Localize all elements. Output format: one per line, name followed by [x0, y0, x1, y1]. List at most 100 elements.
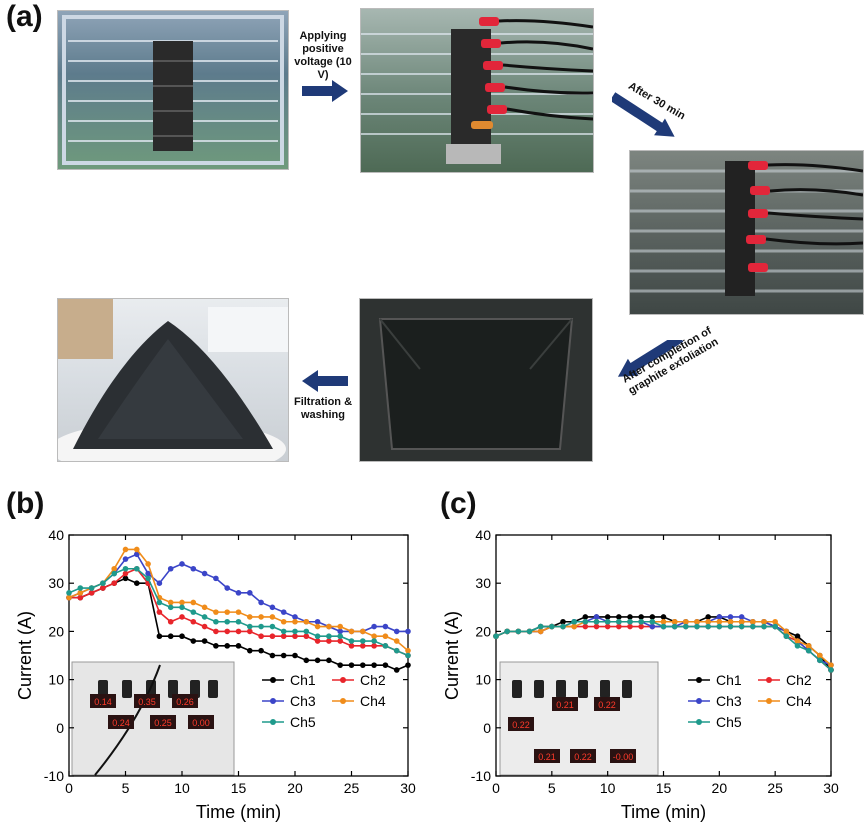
data-point-ch5	[371, 638, 377, 644]
data-point-ch2	[750, 623, 756, 630]
readout-display	[508, 717, 534, 731]
readout-value: 0.25	[154, 718, 172, 728]
data-point-ch4	[571, 623, 577, 630]
data-point-ch4	[694, 618, 700, 625]
data-point-ch1	[571, 618, 577, 625]
data-point-ch1	[649, 614, 656, 620]
data-point-ch4	[360, 628, 366, 635]
data-point-ch3	[235, 590, 242, 596]
readout-value: 0.21	[538, 752, 556, 762]
data-point-ch2	[783, 633, 790, 640]
data-point-ch1	[560, 618, 566, 625]
data-point-ch3	[88, 585, 95, 591]
data-point-ch4	[314, 623, 321, 630]
data-point-ch2	[705, 623, 711, 630]
data-point-ch5	[393, 647, 400, 654]
data-point-ch5	[794, 643, 801, 649]
data-point-ch4	[727, 618, 734, 625]
photo-after-30-min	[629, 150, 864, 315]
data-point-ch2	[694, 623, 700, 630]
data-point-ch2	[549, 623, 555, 630]
data-point-ch5	[549, 623, 555, 630]
data-point-ch1	[604, 614, 611, 620]
data-point-ch5	[504, 628, 510, 635]
data-point-ch5	[805, 647, 812, 654]
data-point-ch4	[100, 580, 106, 586]
data-point-ch1	[337, 662, 344, 668]
data-point-ch4	[292, 618, 298, 625]
data-point-ch3	[627, 618, 633, 625]
data-point-ch1	[671, 618, 678, 625]
data-point-ch4	[393, 638, 400, 644]
data-point-ch4	[134, 546, 140, 553]
data-point-ch2	[638, 623, 644, 630]
data-point-ch2	[292, 633, 298, 640]
data-point-ch2	[348, 643, 355, 649]
data-point-ch2	[616, 623, 622, 630]
data-point-ch5	[649, 618, 656, 625]
chart-c-inset: 0.22 0.21 0.22 0.21 0.22 -0.00	[499, 661, 659, 776]
data-point-ch5	[571, 618, 577, 625]
data-point-ch4	[638, 618, 644, 625]
data-point-ch3	[705, 618, 711, 625]
data-point-ch5	[201, 614, 208, 620]
data-point-ch4	[156, 594, 163, 601]
data-point-ch1	[805, 643, 812, 649]
data-point-ch3	[213, 575, 219, 582]
data-point-ch3	[292, 614, 298, 620]
data-point-ch5	[292, 628, 298, 635]
arrow-left-icon	[302, 370, 348, 392]
readout-display	[534, 749, 560, 763]
data-point-ch1	[190, 638, 197, 644]
data-point-ch2	[382, 643, 389, 649]
series-line-ch5	[68, 567, 409, 657]
data-point-ch2	[269, 633, 276, 640]
data-point-ch1	[660, 614, 667, 620]
data-point-ch2	[280, 633, 287, 640]
data-point-ch2	[593, 623, 600, 630]
data-point-ch5	[66, 590, 72, 596]
data-point-ch1	[794, 633, 801, 640]
data-point-ch5	[179, 604, 185, 611]
data-point-ch1	[393, 667, 400, 673]
data-point-ch2	[571, 623, 577, 630]
data-point-ch2	[337, 638, 344, 644]
data-point-ch4	[337, 623, 344, 630]
data-point-ch4	[627, 618, 633, 625]
data-point-ch1	[100, 585, 106, 591]
data-point-ch4	[348, 628, 355, 635]
data-point-ch3	[156, 580, 163, 586]
legend-label: Ch4	[786, 693, 812, 709]
series-line-ch2	[495, 625, 832, 671]
data-point-ch1	[348, 662, 355, 668]
data-point-ch5	[694, 623, 700, 630]
data-point-ch4	[77, 590, 84, 596]
data-point-ch2	[761, 623, 767, 630]
data-point-ch4	[66, 594, 72, 601]
data-point-ch3	[314, 618, 321, 625]
data-point-ch3	[134, 551, 140, 558]
data-point-ch5	[593, 618, 600, 625]
data-point-ch4	[738, 618, 745, 625]
data-point-ch3	[167, 565, 174, 572]
data-point-ch5	[167, 604, 174, 611]
legend-marker	[270, 677, 276, 683]
arrow-diagonal-down-icon	[612, 92, 675, 137]
panel-label-c: (c)	[440, 487, 477, 520]
data-point-ch2	[201, 623, 208, 630]
data-point-ch2	[190, 618, 197, 625]
data-point-ch5	[235, 618, 242, 625]
legend-marker	[766, 677, 772, 683]
data-point-ch4	[303, 618, 310, 625]
data-point-ch3	[405, 628, 411, 635]
data-point-ch5	[716, 623, 723, 630]
series-line-ch4	[68, 548, 409, 652]
data-point-ch3	[761, 618, 767, 625]
data-point-ch5	[213, 618, 219, 625]
data-point-ch5	[683, 623, 689, 630]
data-point-ch3	[77, 590, 84, 596]
y-tick-label: 10	[48, 672, 64, 688]
x-tick-label: 5	[548, 780, 556, 796]
data-point-ch2	[213, 628, 219, 635]
readout-display	[150, 715, 176, 729]
